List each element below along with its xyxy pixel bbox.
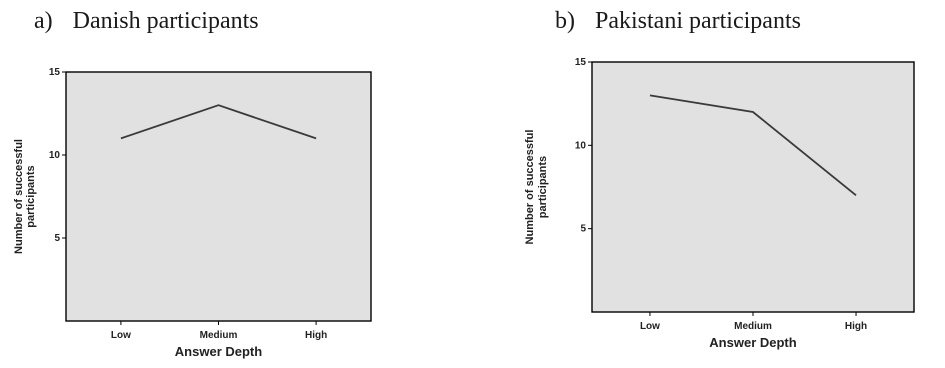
y-tick-label: 5 [580,224,586,235]
panel-caption: b) Pakistani participants [555,8,801,35]
y-axis-title-line: Number of successful [524,130,536,245]
panel-title: Danish participants [72,8,259,34]
x-tick-label: High [305,330,327,341]
x-axis-title: Answer Depth [175,344,262,359]
y-tick-label: 10 [575,140,587,151]
x-tick-label: Low [111,330,131,341]
x-axis-title: Answer Depth [709,335,796,350]
panel-title: Pakistani participants [595,8,801,34]
plot-area [65,71,372,322]
panel-letter: a) [34,8,53,34]
y-tick-label: 10 [49,150,61,161]
y-tick-label: 15 [49,67,61,78]
series-line [120,104,317,140]
y-axis-title-line: participants [25,165,37,227]
x-tick-label: Medium [734,321,772,332]
chart-panel-pakistani: b) Pakistani participants 5 10 15 Low Medium H… [473,0,945,368]
line-chart-svg: 5 10 15 Low Medium High Answer Depth Number of … [13,67,372,359]
y-axis-title-line: Number of successful [13,139,25,254]
plot-area [591,61,915,313]
x-tick-label: Low [640,321,660,332]
y-axis-title-line: participants [537,156,549,218]
line-chart-svg: 5 10 15 Low Medium High Answer Depth Number of … [524,57,915,350]
panel-letter: b) [555,8,575,34]
x-tick-label: High [845,321,867,332]
x-tick-label: Medium [200,330,238,341]
y-tick-label: 5 [54,233,60,244]
series-line [649,94,857,197]
y-tick-label: 15 [575,57,587,68]
chart-panel-danish: a) Danish participants 5 10 15 Low Medium High… [0,0,472,368]
panel-caption: a) Danish participants [34,8,259,35]
